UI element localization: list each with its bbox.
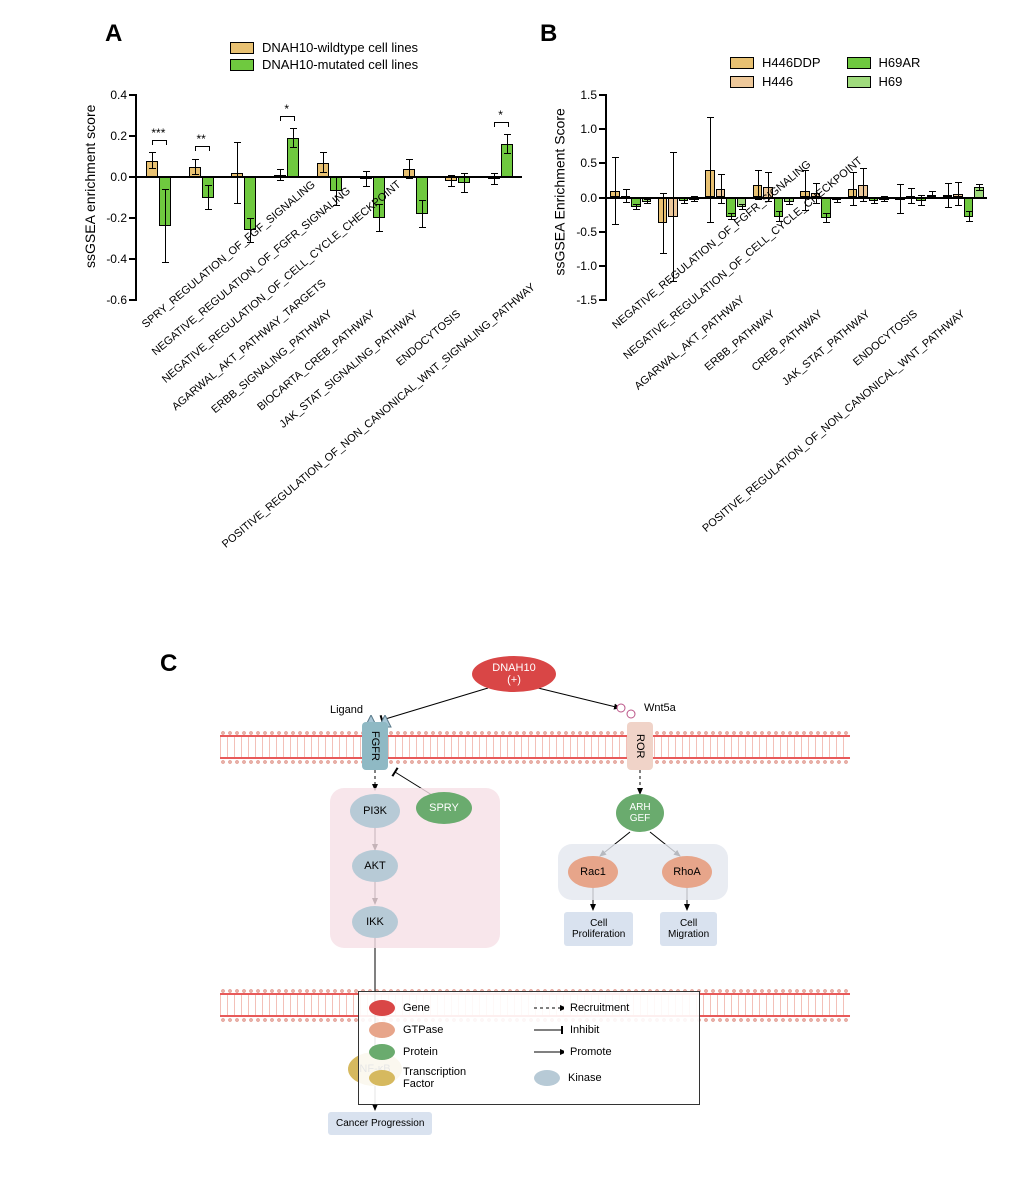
legend-label: H446 — [762, 74, 793, 89]
ytick-label: -0.2 — [106, 211, 137, 225]
legend-label: H446DDP — [762, 55, 821, 70]
category-label: CREB_PATHWAY — [655, 308, 825, 454]
leg-kinase: Kinase — [534, 1066, 689, 1090]
chart-A: DNAH10-wildtype cell lines DNAH10-mutate… — [80, 40, 530, 470]
leg-tf: Transcription Factor — [369, 1066, 524, 1090]
legend-item-mutated: DNAH10-mutated cell lines — [230, 57, 418, 72]
ytick-label: 0.0 — [110, 170, 137, 184]
chartA-ylabel: ssGSEA enrichment score — [82, 128, 98, 268]
label-wnt5a: Wnt5a — [644, 702, 676, 714]
figure: A B C DNAH10-wildtype cell lines DNAH10-… — [20, 20, 1000, 1175]
legend-item: H446 — [730, 74, 821, 89]
node-akt: AKT — [352, 850, 398, 882]
significance-label: *** — [146, 126, 171, 140]
outcome-cancer: Cancer Progression — [328, 1112, 432, 1135]
ytick-label: 1.0 — [580, 122, 607, 136]
legend-label: H69 — [879, 74, 903, 89]
ytick-label: -1.5 — [576, 293, 607, 307]
chartB-legend: H446DDP H69AR H446 H69 — [730, 55, 920, 91]
legend-label: DNAH10-mutated cell lines — [262, 57, 418, 72]
node-rac1: Rac1 — [568, 856, 618, 888]
leg-recruit: Recruitment — [534, 1000, 689, 1016]
leg-inhibit: Inhibit — [534, 1022, 689, 1038]
category-label: NEGATIVE_REGULATION_OF_FGFR_SIGNALING — [610, 308, 635, 331]
legend-label: H69AR — [879, 55, 921, 70]
legend-item: H69AR — [847, 55, 921, 70]
ytick-label: -0.5 — [576, 225, 607, 239]
chartA-legend: DNAH10-wildtype cell lines DNAH10-mutate… — [230, 40, 418, 74]
legend-item: H446DDP — [730, 55, 821, 70]
category-label: SPRY_REGULATION_OF_FGF_SIGNALING — [140, 308, 164, 331]
significance-label: * — [274, 102, 299, 116]
ytick-label: -0.6 — [106, 293, 137, 307]
legend-item-wildtype: DNAH10-wildtype cell lines — [230, 40, 418, 55]
outcome-migr: Cell Migration — [660, 912, 717, 946]
legend-item: H69 — [847, 74, 921, 89]
chartB-plot: -1.5-1.0-0.50.00.51.01.5 — [605, 95, 987, 300]
leg-promote: Promote — [534, 1044, 689, 1060]
ytick-label: 0.4 — [110, 88, 137, 102]
ytick-label: -1.0 — [576, 259, 607, 273]
outcome-prolif: Cell Proliferation — [564, 912, 633, 946]
leg-gtpase: GTPase — [369, 1022, 524, 1038]
chart-B: H446DDP H69AR H446 H69 ssGSEA Enrichment… — [550, 40, 990, 470]
leg-gene: Gene — [369, 1000, 524, 1016]
label-ligand: Ligand — [330, 704, 363, 716]
membrane-top — [220, 730, 850, 764]
legend-label: DNAH10-wildtype cell lines — [262, 40, 418, 55]
significance-label: * — [488, 108, 513, 122]
diagramC-legend: Gene GTPase Protein Transcription Factor… — [358, 991, 700, 1105]
ytick-label: 1.5 — [580, 88, 607, 102]
ytick-label: 0.2 — [110, 129, 137, 143]
node-spry: SPRY — [416, 792, 472, 824]
ytick-label: 0.0 — [580, 191, 607, 205]
ytick-label: -0.4 — [106, 252, 137, 266]
node-dnah10: DNAH10 (+) — [472, 656, 556, 692]
node-ror: ROR — [627, 722, 653, 770]
panel-label-C: C — [160, 650, 177, 678]
category-label: POSITIVE_REGULATION_OF_NON_CANONICAL_WNT… — [220, 308, 506, 551]
diagram-C: DNAH10 (+) Ligand FGFR Wnt5a ROR PI3K SP… — [220, 660, 850, 1170]
ytick-label: 0.5 — [580, 156, 607, 170]
node-fgfr: FGFR — [362, 722, 388, 770]
node-arhgef: ARH GEF — [616, 794, 664, 832]
leg-protein: Protein — [369, 1044, 524, 1060]
node-ikk: IKK — [352, 906, 398, 938]
chartB-ylabel: ssGSEA Enrichment Score — [552, 121, 568, 276]
node-rhoa: RhoA — [662, 856, 712, 888]
node-pi3k: PI3K — [350, 794, 400, 828]
significance-label: ** — [189, 132, 214, 146]
category-label: AGARWAL_AKT_PATHWAY — [632, 308, 730, 393]
